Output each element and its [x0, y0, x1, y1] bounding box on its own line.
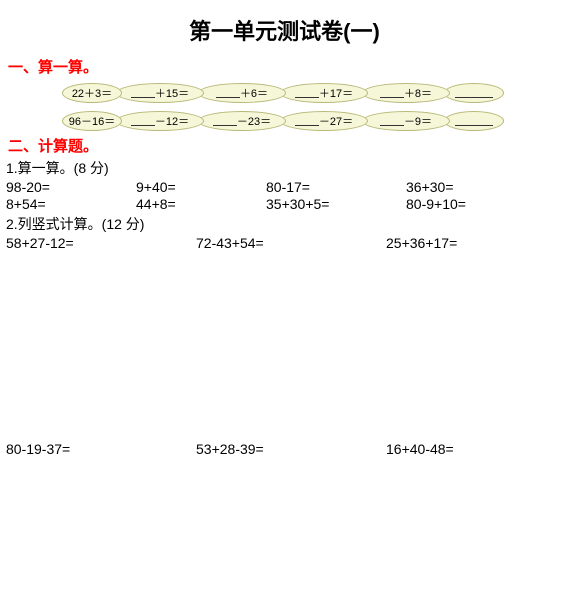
- bubble-op: ＋8＝: [362, 83, 450, 103]
- bubble-op: ＋15＝: [116, 83, 204, 103]
- problem-cell: 44+8=: [136, 196, 266, 212]
- bubble-row-1: 22＋3＝ ＋15＝ ＋6＝ ＋17＝ ＋8＝: [0, 81, 569, 105]
- problem-row: 8+54= 44+8= 35+30+5= 80-9+10=: [0, 196, 569, 212]
- vertical-row: 80-19-37= 53+28-39= 16+40-48=: [0, 441, 569, 457]
- problem-cell: 58+27-12=: [6, 235, 196, 251]
- problem-cell: 72-43+54=: [196, 235, 386, 251]
- problem-cell: 36+30=: [406, 179, 546, 195]
- part2-label: 2.列竖式计算。(12 分): [0, 214, 569, 234]
- problem-cell: 16+40-48=: [386, 441, 546, 457]
- op-text: ＋17＝: [319, 85, 353, 101]
- op-text: －23＝: [237, 113, 271, 129]
- bubble-op: －23＝: [198, 111, 286, 131]
- op-text: ＋6＝: [240, 85, 268, 101]
- problem-cell: 98-20=: [6, 179, 136, 195]
- op-text: ＋15＝: [155, 85, 189, 101]
- problem-cell: 80-19-37=: [6, 441, 196, 457]
- bubble-op: －9＝: [362, 111, 450, 131]
- bubble-end: [444, 83, 504, 103]
- part1-label: 1.算一算。(8 分): [0, 158, 569, 178]
- page-title: 第一单元测试卷(一): [0, 0, 569, 54]
- bubble-start: 22＋3＝: [62, 83, 122, 103]
- problem-cell: 80-17=: [266, 179, 406, 195]
- section1-header: 一、算一算。: [0, 56, 569, 77]
- bubble-op: ＋6＝: [198, 83, 286, 103]
- op-text: －27＝: [319, 113, 353, 129]
- bubble-row-2: 96－16＝ －12＝ －23＝ －27＝ －9＝: [0, 109, 569, 133]
- bubble-op: －27＝: [280, 111, 368, 131]
- op-text: ＋8＝: [404, 85, 432, 101]
- problem-cell: 25+36+17=: [386, 235, 546, 251]
- bubble-op: ＋17＝: [280, 83, 368, 103]
- problem-cell: 8+54=: [6, 196, 136, 212]
- section2-header: 二、计算题。: [0, 135, 569, 156]
- problem-cell: 80-9+10=: [406, 196, 546, 212]
- bubble-start: 96－16＝: [62, 111, 122, 131]
- bubble-end: [444, 111, 504, 131]
- vertical-row: 58+27-12= 72-43+54= 25+36+17=: [0, 235, 569, 251]
- problem-cell: 35+30+5=: [266, 196, 406, 212]
- op-text: －9＝: [404, 113, 432, 129]
- op-text: －12＝: [155, 113, 189, 129]
- problem-row: 98-20= 9+40= 80-17= 36+30=: [0, 179, 569, 195]
- problem-cell: 9+40=: [136, 179, 266, 195]
- problem-cell: 53+28-39=: [196, 441, 386, 457]
- bubble-op: －12＝: [116, 111, 204, 131]
